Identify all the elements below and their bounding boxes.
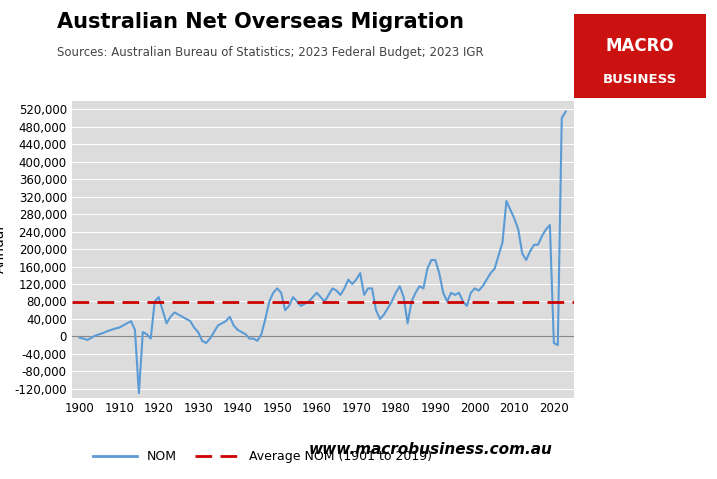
Legend: NOM, Average NOM (1901 to 2019): NOM, Average NOM (1901 to 2019) (87, 445, 437, 468)
Text: BUSINESS: BUSINESS (603, 73, 677, 86)
Y-axis label: Annual: Annual (0, 225, 7, 273)
Text: MACRO: MACRO (606, 37, 674, 55)
Text: Australian Net Overseas Migration: Australian Net Overseas Migration (57, 12, 465, 32)
Text: www.macrobusiness.com.au: www.macrobusiness.com.au (308, 443, 552, 457)
Text: Sources: Australian Bureau of Statistics; 2023 Federal Budget; 2023 IGR: Sources: Australian Bureau of Statistics… (57, 46, 484, 58)
